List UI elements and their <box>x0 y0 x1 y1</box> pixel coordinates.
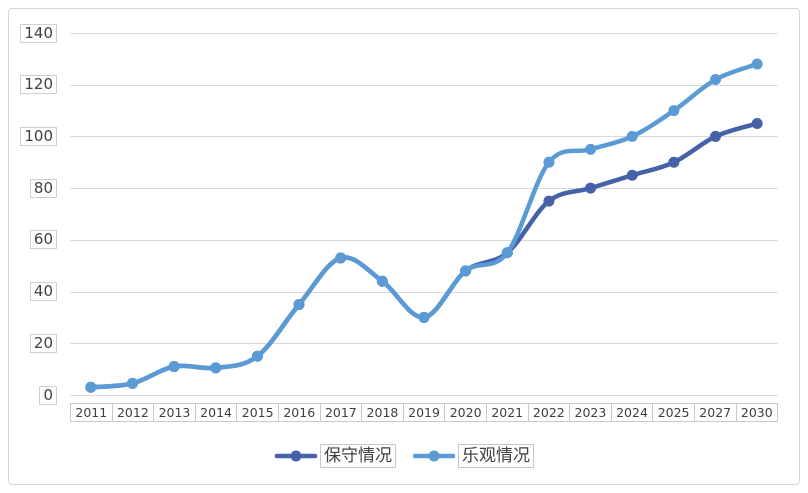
data-point-marker <box>585 143 597 155</box>
data-point-marker <box>335 252 347 264</box>
x-tick-label: 2021 <box>485 403 529 422</box>
x-tick-label: 2030 <box>735 403 779 422</box>
data-point-marker <box>751 118 763 129</box>
data-point-marker <box>85 381 97 393</box>
data-point-marker <box>501 247 513 259</box>
x-tick-label: 2022 <box>527 403 571 422</box>
legend: 保守情况 乐观情况 <box>0 443 808 469</box>
y-tick-label: 60 <box>29 230 57 250</box>
x-tick-label: 2020 <box>444 403 487 422</box>
y-tick-label: 140 <box>20 23 57 43</box>
legend-swatch-conservative <box>274 450 318 462</box>
x-tick-label: 2013 <box>153 403 196 422</box>
data-point-marker <box>668 105 680 117</box>
x-tick-label: 2025 <box>652 403 695 422</box>
data-point-marker <box>626 130 638 142</box>
y-axis: 0 20 40 60 80 100 120 140 <box>0 0 57 493</box>
data-point-marker <box>210 362 222 374</box>
data-point-marker <box>418 311 430 323</box>
data-point-marker <box>251 350 263 362</box>
data-point-marker <box>668 156 680 168</box>
x-axis: 2011 2012 2013 2014 2015 2016 2017 2018 2019 2020… <box>70 403 779 422</box>
legend-item-optimistic: 乐观情况 <box>412 444 534 468</box>
x-tick-label: 2024 <box>610 403 654 422</box>
x-tick-label: 2023 <box>569 403 612 422</box>
x-tick-label: 2016 <box>277 403 321 422</box>
legend-label-conservative: 保守情况 <box>320 444 396 468</box>
data-point-marker <box>543 156 555 168</box>
data-point-marker <box>376 275 388 287</box>
data-point-marker <box>460 265 472 277</box>
data-point-marker <box>751 58 763 70</box>
x-tick-label: 2027 <box>693 403 737 422</box>
y-tick-label: 20 <box>29 333 57 353</box>
y-tick-label: 0 <box>39 385 57 405</box>
data-point-marker <box>626 169 638 181</box>
x-tick-label: 2015 <box>236 403 279 422</box>
series-2 <box>85 58 763 393</box>
data-point-marker <box>126 377 138 389</box>
legend-label-optimistic: 乐观情况 <box>458 444 534 468</box>
data-point-marker <box>168 361 180 373</box>
y-tick-label: 40 <box>29 282 57 302</box>
data-point-marker <box>585 182 597 194</box>
x-tick-label: 2014 <box>194 403 238 422</box>
data-point-marker <box>543 195 555 207</box>
legend-swatch-optimistic <box>412 450 456 462</box>
x-tick-label: 2011 <box>70 403 113 422</box>
y-tick-label: 80 <box>29 178 57 198</box>
x-tick-label: 2019 <box>402 403 446 422</box>
y-tick-label: 100 <box>20 126 57 146</box>
data-point-marker <box>710 74 722 86</box>
x-tick-label: 2017 <box>319 403 363 422</box>
data-point-marker <box>293 299 305 310</box>
x-tick-label: 2012 <box>111 403 155 422</box>
series-line <box>88 61 760 390</box>
x-tick-label: 2018 <box>361 403 404 422</box>
series-line <box>88 121 760 390</box>
gridlines <box>70 33 778 396</box>
series-1 <box>85 118 763 393</box>
data-point-marker <box>710 130 722 142</box>
y-tick-label: 120 <box>20 75 57 95</box>
series-layer <box>85 58 763 393</box>
legend-item-conservative: 保守情况 <box>274 444 396 468</box>
